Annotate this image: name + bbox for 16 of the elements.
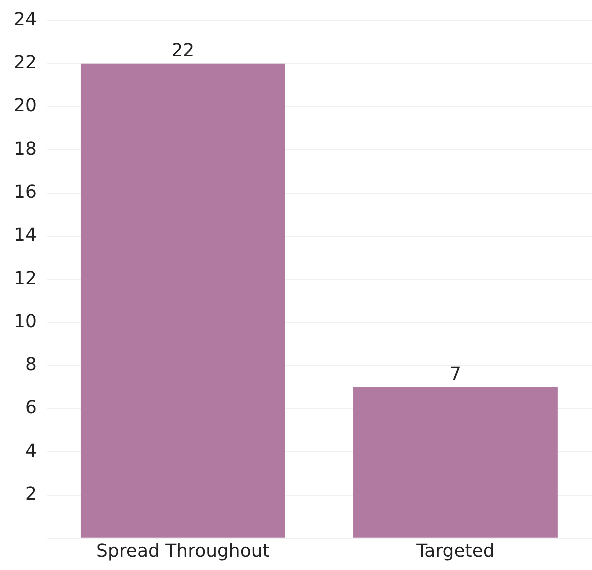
y-tick-label: 14 [14,225,37,246]
y-tick-label: 24 [14,9,37,30]
x-tick-label: Targeted [416,540,495,562]
y-tick-label: 8 [25,354,37,376]
y-tick-label: 10 [14,311,37,332]
data-label: 22 [172,40,195,62]
data-label: 7 [450,364,462,386]
y-tick-label: 20 [14,96,37,117]
y-tick-label: 2 [25,484,37,505]
y-tick-label: 12 [14,268,37,290]
y-tick-label: 6 [25,398,37,419]
y-tick-label: 4 [25,440,37,462]
x-tick-label: Spread Throughout [96,540,270,562]
y-tick-label: 16 [14,182,37,204]
y-tick-label: 18 [14,138,37,160]
y-tick-label: 22 [14,52,37,74]
